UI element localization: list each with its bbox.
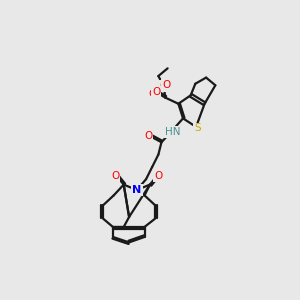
Text: O: O <box>154 171 163 181</box>
Text: N: N <box>132 185 141 195</box>
Text: O: O <box>162 80 170 90</box>
Text: O: O <box>160 81 168 91</box>
Text: HN: HN <box>165 127 181 137</box>
Text: S: S <box>194 123 201 134</box>
Text: O: O <box>111 171 119 181</box>
Text: O: O <box>149 89 157 99</box>
Text: O: O <box>144 131 152 141</box>
Text: O: O <box>152 87 160 97</box>
